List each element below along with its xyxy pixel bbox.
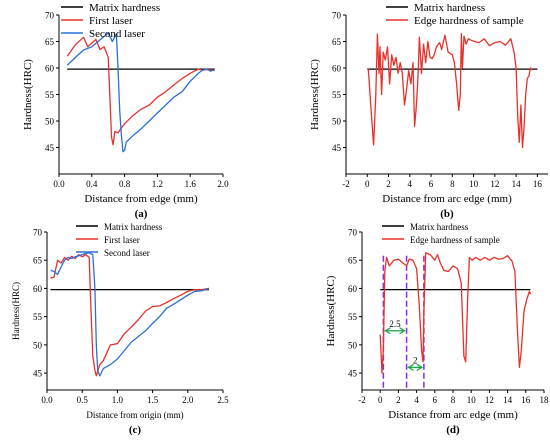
legend-label: Matrix hardness xyxy=(410,222,469,232)
y-tick-label: 55 xyxy=(45,90,55,100)
x-tick-label: -2 xyxy=(342,179,350,189)
legend-label: Matrix hardness xyxy=(414,2,485,14)
annotation-arrowhead xyxy=(399,327,406,335)
x-tick-label: 14 xyxy=(512,179,522,189)
x-tick-label: 2.0 xyxy=(182,395,194,405)
y-tick-label: 50 xyxy=(33,340,43,350)
y-tick-label: 55 xyxy=(348,312,358,322)
x-tick-label: 1.6 xyxy=(185,179,197,189)
y-tick-label: 60 xyxy=(348,284,358,294)
x-tick-label: 2.5 xyxy=(217,395,229,405)
y-tick-label: 70 xyxy=(348,228,358,238)
x-tick-label: 12 xyxy=(490,179,499,189)
y-tick-label: 70 xyxy=(33,228,43,238)
series-line-second-laser xyxy=(66,32,216,153)
annotation-arrowhead xyxy=(407,363,414,371)
series-line-edge-hardness-of-sample xyxy=(379,252,532,374)
panel-label: (c) xyxy=(129,424,142,436)
panel-a: 0.0 0.4 0.8 1.2 1.6 2.0 45 50 55 60 65 70 Distance f… xyxy=(22,2,229,220)
x-tick-label: 0.0 xyxy=(41,395,53,405)
x-tick-label: 16 xyxy=(533,179,543,189)
x-tick-label: 0.8 xyxy=(119,179,131,189)
annotation-arrowhead xyxy=(416,363,424,371)
x-tick-label: 8 xyxy=(450,179,455,189)
y-tick-label: 65 xyxy=(33,256,43,266)
panel-d: -2 0 2 4 6 8 10 12 14 16 18 45 50 55 60 65 70 Distance fr… xyxy=(325,222,549,436)
panel-label: (b) xyxy=(440,208,454,220)
y-tick-label: 60 xyxy=(33,284,43,294)
x-tick-label: 1.0 xyxy=(112,395,124,405)
y-tick-label: 50 xyxy=(332,117,342,127)
y-axis-title: Hardness(HRC) xyxy=(309,59,321,130)
x-tick-label: 0.4 xyxy=(86,179,98,189)
y-tick-label: 65 xyxy=(45,37,55,47)
panel-b: -2 0 2 4 6 8 10 12 14 16 45 50 55 60 65 70 Distance from… xyxy=(309,2,548,220)
x-tick-label: 8 xyxy=(451,395,456,405)
x-axis-title: Distance from arc edge (mm) xyxy=(382,193,512,205)
panel-label: (d) xyxy=(446,424,460,436)
x-tick-label: -2 xyxy=(358,395,366,405)
y-axis-title: Hardness(HRC) xyxy=(325,275,337,346)
y-tick-label: 55 xyxy=(332,90,342,100)
y-axis-title: Hardness(HRC) xyxy=(11,282,21,340)
annotation-label: 2 xyxy=(413,355,418,365)
legend-label: Edge hardness of sample xyxy=(414,15,524,27)
legend-label: First laser xyxy=(104,235,140,245)
x-tick-label: 18 xyxy=(540,395,550,405)
y-tick-label: 70 xyxy=(332,11,342,21)
y-tick-label: 45 xyxy=(33,369,43,379)
y-tick-label: 45 xyxy=(348,369,358,379)
x-axis-title: Distance from arc edge (mm) xyxy=(388,409,518,421)
series-line-first-laser xyxy=(50,253,210,377)
legend-label: Edge hardness of sample xyxy=(410,235,500,245)
legend-label: Matrix hardness xyxy=(104,222,163,232)
legend-label: First laser xyxy=(89,15,133,27)
y-tick-label: 65 xyxy=(332,37,342,47)
panel-c: 0.0 0.5 1.0 1.5 2.0 2.5 45 50 55 60 65 70 Distance f… xyxy=(11,222,229,436)
annotation-label: 2.5 xyxy=(389,319,401,329)
x-tick-label: 6 xyxy=(433,395,438,405)
x-tick-label: 10 xyxy=(467,395,477,405)
y-tick-label: 65 xyxy=(348,256,358,266)
legend-label: Matrix hardness xyxy=(89,2,160,14)
x-tick-label: 1.2 xyxy=(152,179,163,189)
series-line-second-laser xyxy=(50,252,210,377)
legend-label: Second laser xyxy=(104,248,150,258)
y-tick-label: 60 xyxy=(332,64,342,74)
x-tick-label: 0.0 xyxy=(53,179,65,189)
y-tick-label: 50 xyxy=(45,117,55,127)
x-axis-title: Distance from edge (mm) xyxy=(84,193,198,205)
y-tick-label: 45 xyxy=(332,143,342,153)
x-tick-label: 0 xyxy=(365,179,370,189)
legend-label: Second laser xyxy=(89,28,145,40)
x-tick-label: 1.5 xyxy=(147,395,159,405)
x-tick-label: 0.5 xyxy=(77,395,89,405)
x-tick-label: 4 xyxy=(408,179,413,189)
x-tick-label: 4 xyxy=(414,395,419,405)
x-tick-label: 10 xyxy=(469,179,479,189)
y-axis-title: Hardness(HRC) xyxy=(22,59,34,130)
series-line-edge-hardness-of-sample xyxy=(367,32,533,149)
annotation-arrowhead xyxy=(384,327,391,335)
y-tick-label: 55 xyxy=(33,312,43,322)
x-tick-label: 12 xyxy=(485,395,494,405)
y-tick-label: 60 xyxy=(45,64,55,74)
panel-label: (a) xyxy=(135,208,148,220)
x-tick-label: 14 xyxy=(503,395,513,405)
y-tick-label: 45 xyxy=(45,143,55,153)
y-tick-label: 50 xyxy=(348,340,358,350)
x-tick-label: 16 xyxy=(521,395,531,405)
y-tick-label: 70 xyxy=(45,11,55,21)
x-tick-label: 0 xyxy=(378,395,383,405)
x-tick-label: 2 xyxy=(396,395,401,405)
x-tick-label: 2 xyxy=(386,179,391,189)
x-tick-label: 2.0 xyxy=(217,179,229,189)
x-axis-title: Distance from origin (mm) xyxy=(86,410,183,420)
x-tick-label: 6 xyxy=(429,179,434,189)
